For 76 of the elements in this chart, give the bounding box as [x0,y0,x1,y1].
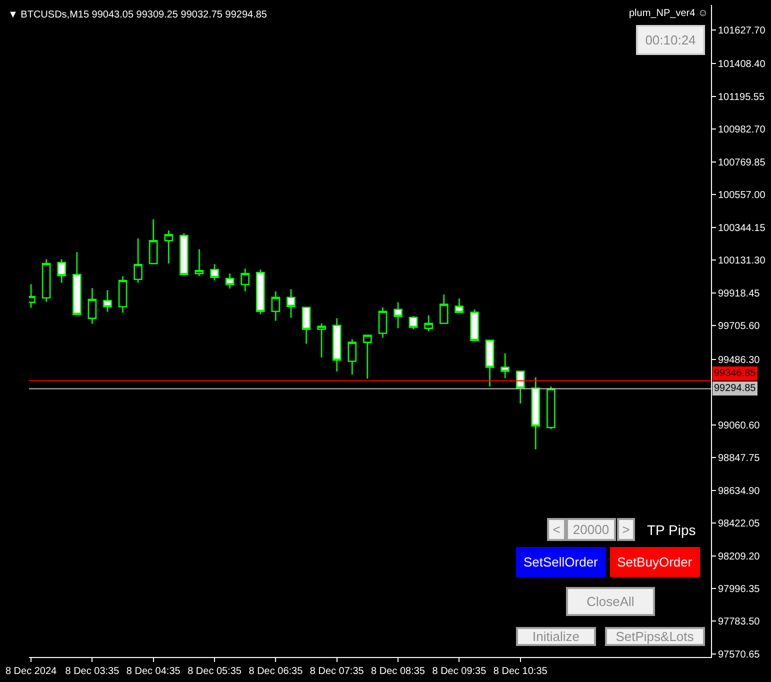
y-tick-label: 101195.55 [718,92,765,103]
x-tick-label: 8 Dec 08:35 [371,666,426,677]
x-tick-label: 8 Dec 03:35 [65,666,120,677]
candlestick [424,314,434,332]
annotation: 00:10:24 [645,32,696,48]
candlestick [378,306,388,338]
annotation: > [622,522,630,537]
x-tick-label: 8 Dec 06:35 [248,666,304,677]
candlestick [180,232,188,276]
annotation: SetBuyOrder [617,554,693,570]
candlestick [500,352,510,379]
x-tick-label: 8 Dec 10:35 [493,666,548,677]
candlestick [485,340,494,388]
candlestick [394,302,402,329]
y-tick-label: 99486.30 [718,354,760,366]
candlestick [42,258,51,302]
y-tick-label: 98634.90 [718,486,760,497]
y-tick-label: 99705.60 [718,321,760,332]
annotation: SetSellOrder [523,554,599,570]
y-tick-label: 100557.00 [718,190,766,202]
annotation: CloseAll [586,594,634,609]
candlestick [118,276,128,314]
annotation: < [552,522,560,537]
ref-line-label: 99294.85 [714,383,756,394]
annotation: plum_NP_ver4 ☺ [629,8,708,19]
candlestick [454,298,464,313]
candlestick [440,294,448,324]
text: ▼ BTCUSDs,M15 99043.05 99309.25 99032.75 99294.85 [8,10,268,20]
y-tick-label: 97783.50 [718,616,760,628]
y-tick-label: 97570.65 [718,649,760,660]
candlestick [470,308,479,341]
x-tick-label: 8 Dec 2024 [5,666,58,677]
candlestick [225,272,234,290]
candlestick [531,376,540,450]
candlestick [271,290,280,322]
y-tick-label: 98422.05 [718,518,760,530]
candlestick [302,306,311,344]
candlestick [103,290,112,312]
annotation: TP Pips [647,522,696,538]
candlestick [546,386,556,430]
x-tick-label: 8 Dec 05:35 [188,666,242,677]
candlestick [194,248,204,277]
candlestick [256,268,265,315]
x-tick-label: 8 Dec 04:35 [126,666,181,677]
annotation: SetPips&Lots [616,629,694,644]
x-tick-label: 8 Dec 09:35 [432,666,487,677]
y-tick-label: 100982.70 [718,124,766,136]
y-tick-label: 98847.75 [718,453,760,464]
y-tick-label: 98209.20 [718,551,760,562]
candlestick [148,218,158,264]
candlestick [164,230,174,264]
y-tick-label: 100344.15 [718,222,766,234]
candlestick [516,370,525,404]
y-tick-label: 101627.70 [718,25,766,36]
candlestick [88,288,97,324]
candlestick [286,288,296,318]
candlestick [240,268,250,292]
annotation: 20000 [572,522,610,537]
candlestick [57,258,66,284]
y-tick-label: 100131.30 [718,256,766,267]
candlestick [363,334,372,380]
y-tick-label: 99060.60 [718,420,760,432]
x-tick-label: 8 Dec 07:35 [310,666,364,677]
candlestick [134,238,142,284]
y-tick-label: 99918.45 [718,288,760,300]
candlestick [72,252,82,315]
candlestick [348,338,357,376]
candlestick [317,322,326,358]
y-tick-label: 97996.35 [718,584,760,595]
y-tick-label: 100769.85 [718,157,766,168]
candlestick [210,264,219,282]
candlestick [332,318,342,372]
annotation: Initialize [532,629,580,644]
ref-line-label: 99346.85 [714,368,756,379]
candlestick [408,316,418,330]
y-tick-label: 101408.40 [718,59,766,70]
